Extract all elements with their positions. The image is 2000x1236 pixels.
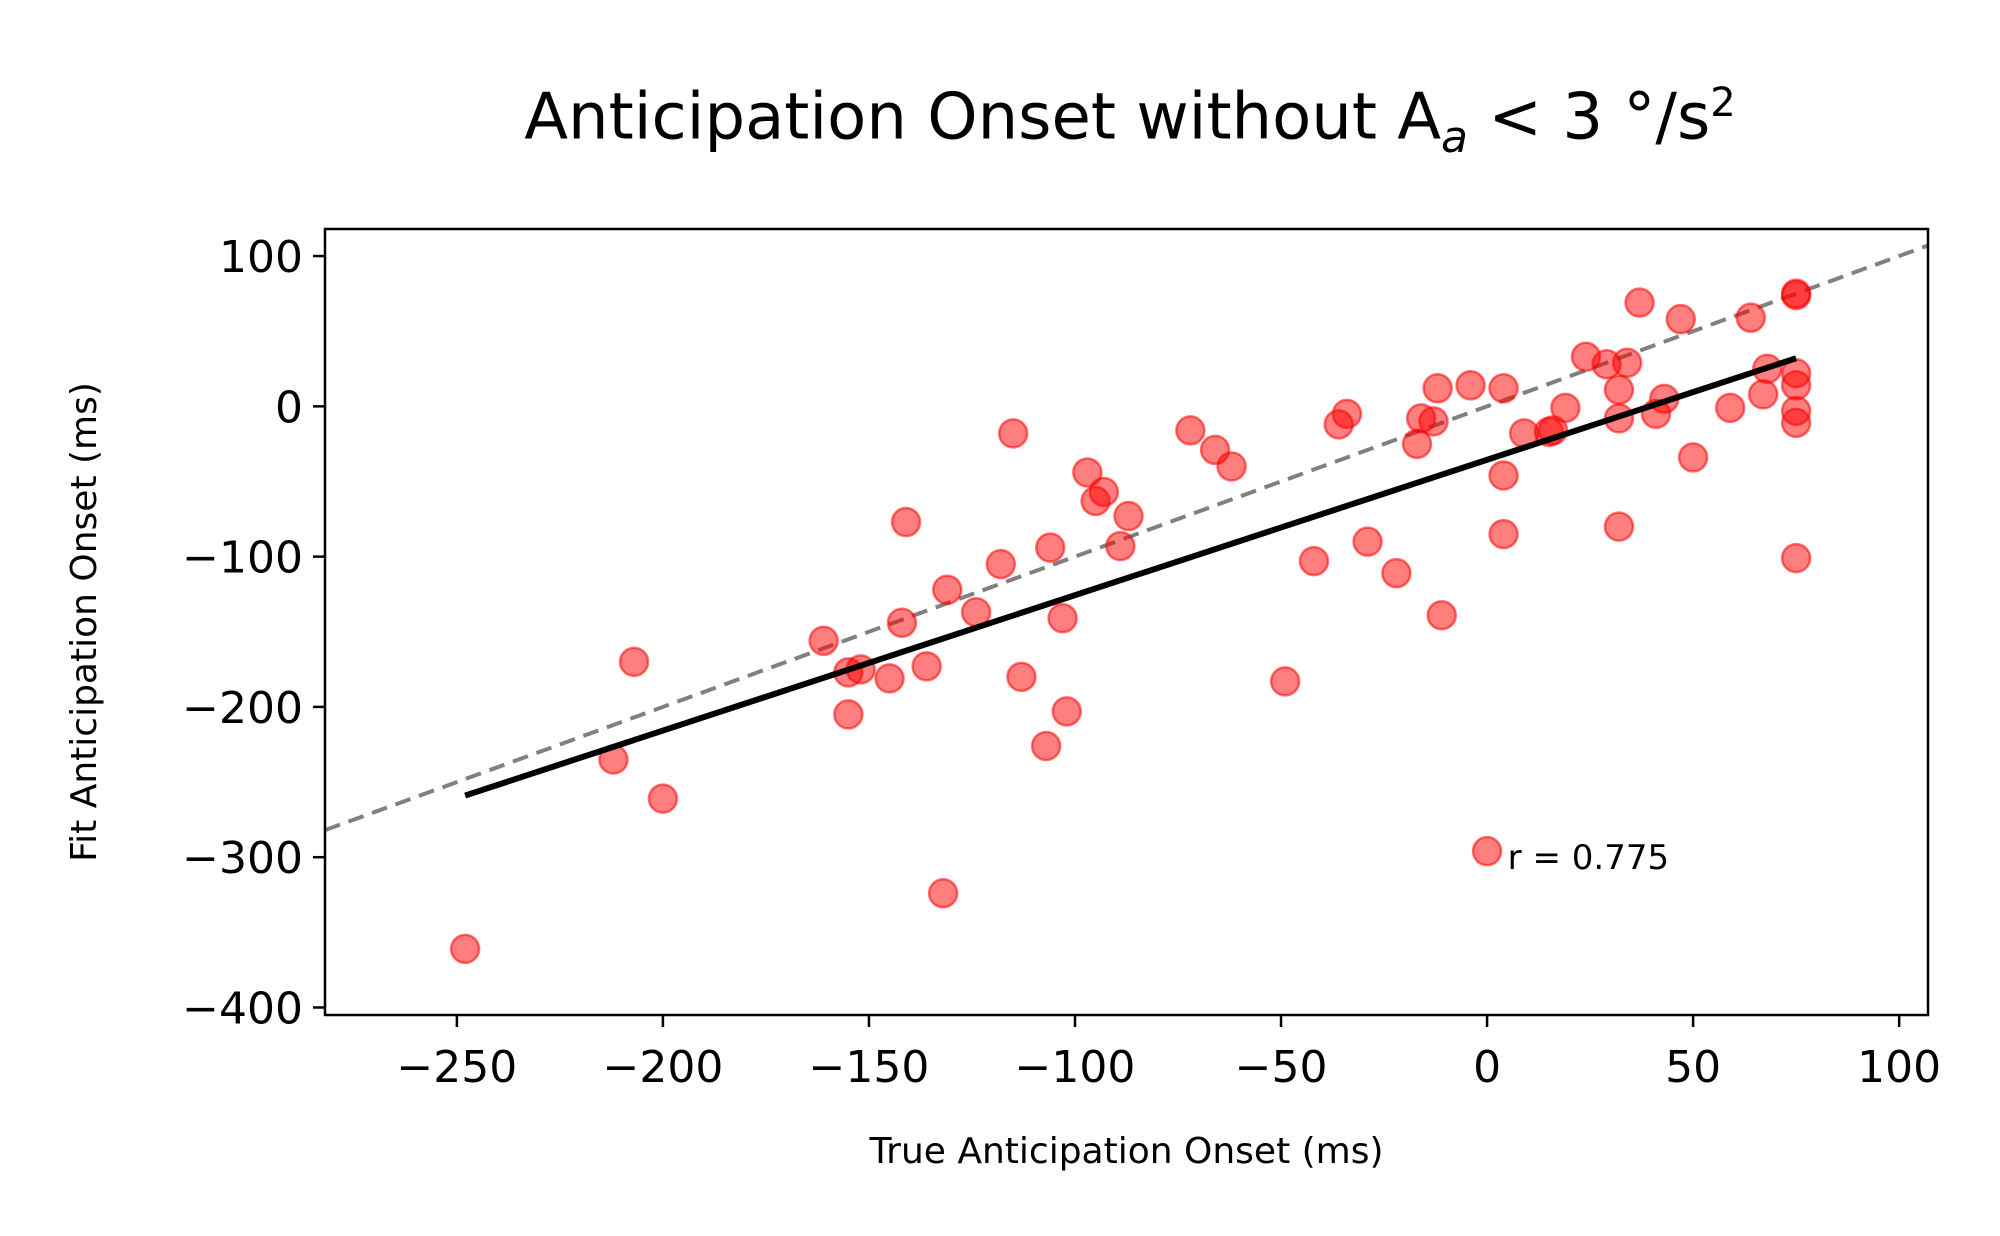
data-point xyxy=(1381,557,1412,589)
data-point xyxy=(1780,542,1812,574)
data-point xyxy=(1216,451,1247,482)
fit-line xyxy=(464,355,1798,799)
data-point xyxy=(1072,457,1103,488)
chart-title: Anticipation Onset without Aa < 3 °/s2 xyxy=(524,80,1736,164)
data-point xyxy=(1603,374,1635,406)
data-point xyxy=(449,933,481,965)
data-point xyxy=(1047,602,1078,634)
data-point xyxy=(1422,373,1453,404)
data-point xyxy=(997,418,1029,449)
y-tick-label: 0 xyxy=(275,382,303,433)
data-point xyxy=(1611,347,1643,379)
y-tick-label: −200 xyxy=(182,683,303,734)
y-tick-label: −100 xyxy=(182,533,303,584)
data-point xyxy=(1426,599,1457,631)
data-point xyxy=(1780,370,1812,401)
data-point xyxy=(1006,661,1037,693)
data-point xyxy=(1780,407,1812,439)
x-tick-label: 0 xyxy=(1473,1042,1501,1093)
correlation-annotation: r = 0.775 xyxy=(1508,838,1669,878)
x-tick-label: −200 xyxy=(602,1042,723,1093)
data-point xyxy=(1035,532,1066,563)
data-point xyxy=(890,506,922,538)
data-point xyxy=(1051,696,1082,727)
data-point xyxy=(1113,500,1144,532)
data-point xyxy=(886,607,918,639)
x-tick-label: 100 xyxy=(1857,1042,1941,1093)
x-tick-label: 50 xyxy=(1665,1042,1721,1093)
plot-frame xyxy=(323,227,1930,1017)
data-point xyxy=(1488,460,1519,491)
data-point xyxy=(1550,392,1581,424)
data-point xyxy=(1269,666,1301,697)
data-point xyxy=(1603,511,1635,542)
data-point xyxy=(808,625,839,657)
data-point xyxy=(1780,279,1812,311)
x-tick-label: −100 xyxy=(1015,1042,1136,1093)
data-point xyxy=(985,548,1017,580)
data-point xyxy=(1747,379,1779,410)
y-tick-label: −400 xyxy=(182,983,303,1034)
data-point xyxy=(1352,526,1383,557)
data-point xyxy=(647,783,679,814)
y-axis-label: Fit Anticipation Onset (ms) xyxy=(64,382,105,862)
data-point xyxy=(833,699,864,730)
data-point xyxy=(1175,415,1206,446)
data-point xyxy=(1471,835,1503,867)
data-point xyxy=(911,651,942,682)
data-point xyxy=(1488,518,1519,550)
x-axis-label: True Anticipation Onset (ms) xyxy=(868,1131,1383,1172)
x-tick-label: −50 xyxy=(1235,1042,1328,1093)
data-point xyxy=(874,663,905,694)
data-point xyxy=(1030,730,1062,762)
data-point xyxy=(1105,530,1136,562)
data-point xyxy=(1331,398,1363,430)
data-point xyxy=(1088,476,1120,508)
x-tick-label: −250 xyxy=(396,1042,517,1093)
data-point xyxy=(1455,370,1486,401)
y-tick-label: 100 xyxy=(219,232,303,283)
data-point xyxy=(1418,406,1449,437)
data-point xyxy=(1714,392,1746,424)
data-point xyxy=(1735,302,1767,333)
data-point xyxy=(927,878,959,909)
data-point xyxy=(1665,303,1697,335)
data-point xyxy=(1488,373,1519,404)
data-point xyxy=(1298,545,1330,577)
data-point xyxy=(1677,442,1709,473)
x-tick-label: −150 xyxy=(809,1042,930,1093)
data-point xyxy=(931,574,963,605)
data-point xyxy=(618,646,650,678)
y-tick-label: −300 xyxy=(182,833,303,884)
data-point xyxy=(1624,287,1655,318)
